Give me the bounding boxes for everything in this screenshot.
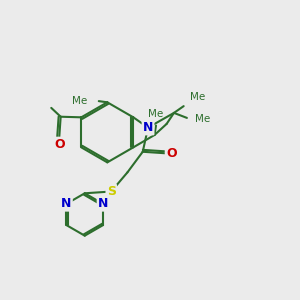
Text: O: O [54,138,64,151]
Text: Me: Me [72,96,88,106]
Text: N: N [143,121,153,134]
Text: N: N [98,197,108,210]
Text: N: N [61,197,72,210]
Text: Me: Me [148,110,164,119]
Text: O: O [166,147,177,160]
Text: S: S [107,185,116,198]
Text: Me: Me [190,92,206,102]
Text: Me: Me [195,114,210,124]
